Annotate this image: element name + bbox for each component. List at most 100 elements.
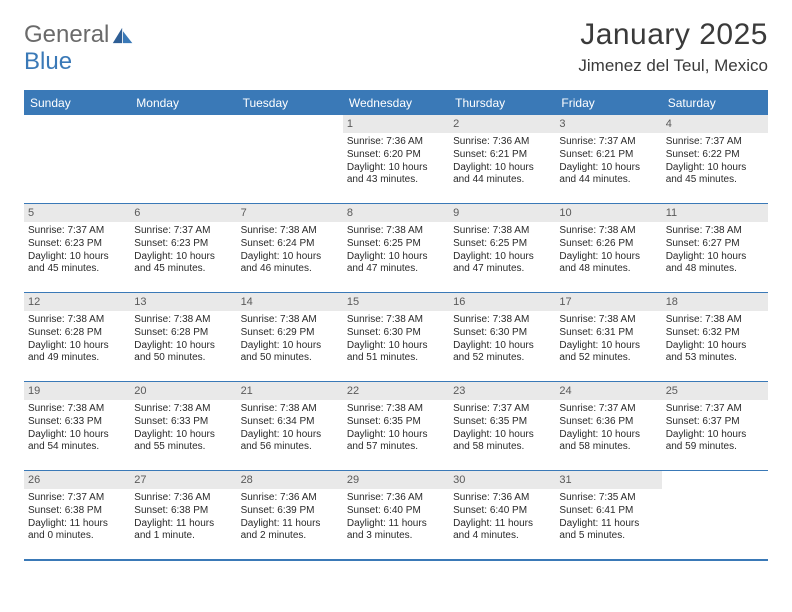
day-cell: 14 Sunrise: 7:38 AMSunset: 6:29 PMDayligh… [237,293,343,382]
sunrise-text: Sunrise: 7:37 AM [666,136,764,149]
sunrise-text: Sunrise: 7:38 AM [347,225,445,238]
day-cell: 8Sunrise: 7:38 AMSunset: 6:25 PMDaylight… [343,204,449,293]
day-number: 28 [237,471,343,489]
daylight-text: Daylight: 10 hours and 44 minutes. [453,162,551,188]
dayhead-sun: Sunday [24,91,130,115]
daylight-text: Daylight: 10 hours and 59 minutes. [666,429,764,455]
day-cell: 18Sunrise: 7:38 AMSunset: 6:32 PMDayligh… [662,293,768,382]
sunset-text: Sunset: 6:23 PM [134,238,232,251]
title-block: January 2025 Jimenez del Teul, Mexico [578,18,768,76]
day-number: 25 [662,382,768,400]
day-cell: 28Sunrise: 7:36 AMSunset: 6:39 PMDayligh… [237,471,343,560]
sunset-text: Sunset: 6:32 PM [666,327,764,340]
daylight-text: Daylight: 11 hours and 2 minutes. [241,518,339,544]
sunrise-text: Sunrise: 7:35 AM [559,492,657,505]
sunrise-text: Sunrise: 7:38 AM [453,225,551,238]
location-label: Jimenez del Teul, Mexico [578,56,768,76]
sunset-text: Sunset: 6:29 PM [241,327,339,340]
sunset-text: Sunset: 6:39 PM [241,505,339,518]
day-number: 5 [24,204,130,222]
week-row: 1Sunrise: 7:36 AMSunset: 6:20 PMDaylight… [24,115,768,204]
day-cell: 30Sunrise: 7:36 AMSunset: 6:40 PMDayligh… [449,471,555,560]
sunrise-text: Sunrise: 7:37 AM [666,403,764,416]
sunrise-text: Sunrise: 7:37 AM [559,403,657,416]
sunrise-text: Sunrise: 7:38 AM [241,225,339,238]
day-cell: 1Sunrise: 7:36 AMSunset: 6:20 PMDaylight… [343,115,449,204]
day-cell: 17Sunrise: 7:38 AMSunset: 6:31 PMDayligh… [555,293,661,382]
sunrise-text: Sunrise: 7:38 AM [347,314,445,327]
sunrise-text: Sunrise: 7:36 AM [347,136,445,149]
day-cell: 7Sunrise: 7:38 AMSunset: 6:24 PMDaylight… [237,204,343,293]
sunrise-text: Sunrise: 7:36 AM [347,492,445,505]
day-cell: 11Sunrise: 7:38 AMSunset: 6:27 PMDayligh… [662,204,768,293]
daylight-text: Daylight: 10 hours and 47 minutes. [347,251,445,277]
dayhead-fri: Friday [555,91,661,115]
daylight-text: Daylight: 10 hours and 46 minutes. [241,251,339,277]
daylight-text: Daylight: 10 hours and 47 minutes. [453,251,551,277]
sunrise-text: Sunrise: 7:38 AM [453,314,551,327]
sunset-text: Sunset: 6:30 PM [453,327,551,340]
day-cell: 5Sunrise: 7:37 AMSunset: 6:23 PMDaylight… [24,204,130,293]
day-number: 7 [237,204,343,222]
daylight-text: Daylight: 10 hours and 58 minutes. [559,429,657,455]
month-title: January 2025 [578,18,768,52]
calendar-page: GeneralBlue January 2025 Jimenez del Teu… [0,0,792,579]
sunset-text: Sunset: 6:31 PM [559,327,657,340]
sunset-text: Sunset: 6:38 PM [28,505,126,518]
daylight-text: Daylight: 11 hours and 0 minutes. [28,518,126,544]
week-row: 5 Sunrise: 7:37 AM Sunset: 6:23 PM Daylight… [24,204,768,293]
sunset-text: Sunset: 6:27 PM [666,238,764,251]
sunset-text: Sunset: 6:35 PM [347,416,445,429]
day-number: 30 [449,471,555,489]
day-number: 29 [343,471,449,489]
day-cell [662,471,768,560]
day-cell: 20Sunrise: 7:38 AMSunset: 6:33 PMDayligh… [130,382,236,471]
brand-part2: Blue [24,48,72,75]
day-number: 1 [343,115,449,133]
day-number: 24 [555,382,661,400]
sunrise-text: Sunrise: 7:38 AM [666,314,764,327]
day-cell: 21Sunrise: 7:38 AMSunset: 6:34 PMDayligh… [237,382,343,471]
sunrise-text: Sunrise: 7:38 AM [347,403,445,416]
sunset-text: Sunset: 6:38 PM [134,505,232,518]
daylight-text: Daylight: 10 hours and 48 minutes. [666,251,764,277]
day-number: 26 [24,471,130,489]
day-number: 27 [130,471,236,489]
sunset-text: Sunset: 6:34 PM [241,416,339,429]
sunrise-text: Sunrise: 7:37 AM [28,225,126,238]
day-number: 15 [343,293,449,311]
sail-icon [111,24,135,49]
day-cell [24,115,130,204]
sunset-text: Sunset: 6:25 PM [347,238,445,251]
sunrise-text: Sunrise: 7:38 AM [134,403,232,416]
daylight-text: Daylight: 10 hours and 49 minutes. [28,340,126,366]
sunrise-text: Sunrise: 7:38 AM [666,225,764,238]
daylight-text: Daylight: 10 hours and 51 minutes. [347,340,445,366]
day-number: 31 [555,471,661,489]
dayhead-thu: Thursday [449,91,555,115]
day-number: 2 [449,115,555,133]
day-cell: 25 Sunrise: 7:37 AMSunset: 6:37 PMDayligh… [662,382,768,471]
sunrise-text: Sunrise: 7:38 AM [241,314,339,327]
sunset-text: Sunset: 6:25 PM [453,238,551,251]
daylight-text: Daylight: 10 hours and 50 minutes. [241,340,339,366]
day-number: 21 [237,382,343,400]
sunset-text: Sunset: 6:37 PM [666,416,764,429]
day-number: 22 [343,382,449,400]
sunset-text: Sunset: 6:22 PM [666,149,764,162]
daylight-text: Daylight: 10 hours and 57 minutes. [347,429,445,455]
daylight-text: Daylight: 10 hours and 48 minutes. [559,251,657,277]
day-cell: 4Sunrise: 7:37 AMSunset: 6:22 PMDaylight… [662,115,768,204]
day-number: 14 [237,293,343,311]
brand-logo: GeneralBlue [24,18,135,74]
day-number: 20 [130,382,236,400]
sunrise-text: Sunrise: 7:37 AM [453,403,551,416]
daylight-text: Daylight: 10 hours and 52 minutes. [559,340,657,366]
sunset-text: Sunset: 6:33 PM [134,416,232,429]
week-row: 26Sunrise: 7:37 AMSunset: 6:38 PMDayligh… [24,471,768,560]
sunrise-text: Sunrise: 7:37 AM [559,136,657,149]
daylight-text: Daylight: 10 hours and 56 minutes. [241,429,339,455]
day-cell: 13Sunrise: 7:38 AMSunset: 6:28 PMDayligh… [130,293,236,382]
day-number: 17 [555,293,661,311]
daylight-text: Daylight: 10 hours and 43 minutes. [347,162,445,188]
